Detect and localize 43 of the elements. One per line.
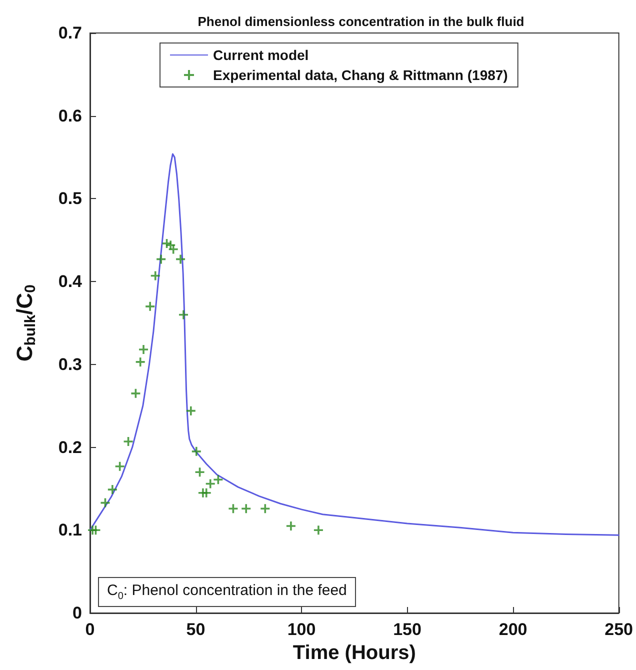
annotation: C$_{0}$: Phenol concentration in the feed <box>98 577 356 607</box>
point <box>202 488 211 498</box>
legend-label: Current model <box>213 47 309 63</box>
point <box>131 388 140 398</box>
point <box>286 522 296 530</box>
legend-label: Experimental data, Chang & Rittmann (1987) <box>213 67 508 83</box>
x-tick-label: 100 <box>287 620 316 639</box>
chart-title: Phenol dimensionless concentration in the bulk fluid <box>198 14 524 29</box>
x-tick-label: 50 <box>186 620 206 639</box>
x-axis-title: Time (Hours) <box>292 642 416 664</box>
y-tick-label: 0.1 <box>58 520 82 540</box>
point <box>124 436 133 446</box>
point <box>146 302 155 311</box>
point <box>260 504 270 514</box>
point <box>91 526 100 535</box>
y-tick-label: 0.3 <box>58 354 82 374</box>
y-tick-label: 0.5 <box>58 189 82 208</box>
point <box>178 310 188 320</box>
point <box>206 479 215 488</box>
y-tick-label: 0.4 <box>58 272 83 292</box>
point <box>136 357 145 366</box>
point <box>176 254 186 264</box>
point <box>214 475 223 484</box>
x-tick-label: 0 <box>85 620 95 639</box>
point <box>242 504 251 514</box>
point <box>314 526 323 535</box>
y-axis-title: Cbulk/C0 <box>12 284 39 362</box>
point <box>228 504 238 514</box>
x-tick-label: 200 <box>498 620 528 639</box>
y-tick-label: 0.7 <box>58 24 82 42</box>
point <box>108 485 117 494</box>
point <box>139 345 148 354</box>
point <box>156 254 166 264</box>
line-series <box>89 153 620 536</box>
y-tick-label: 0.2 <box>58 438 82 457</box>
point <box>150 271 160 280</box>
point <box>192 446 201 456</box>
point <box>195 468 204 477</box>
x-tick-label: 250 <box>604 620 634 639</box>
y-tick-label: 0 <box>72 604 82 622</box>
x-tick-label: 150 <box>393 620 422 639</box>
point <box>186 406 196 416</box>
y-tick-label: 0.6 <box>58 106 82 126</box>
